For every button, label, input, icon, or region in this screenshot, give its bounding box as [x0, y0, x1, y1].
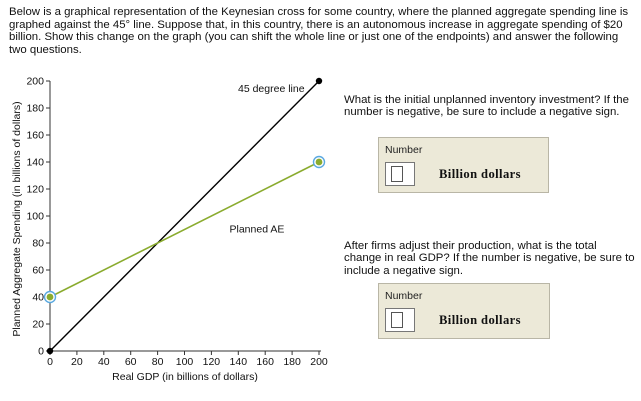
y-tick-label: 140 — [26, 157, 44, 169]
y-tick-label: 80 — [32, 238, 44, 250]
forty-five-line-start-point — [46, 347, 54, 355]
x-tick-label: 80 — [152, 356, 164, 368]
forty-five-degree-line — [49, 80, 320, 352]
x-tick-label: 0 — [47, 356, 53, 368]
question-1-units: Billion dollars — [439, 167, 521, 181]
x-tick-label: 100 — [176, 356, 194, 368]
y-axis-label: Planned Aggregate Spending (in billions … — [11, 101, 23, 336]
keynesian-cross-chart[interactable]: 0 20 40 60 80 100 120 140 160 180 200 0 20 40 60 80 100 1… — [0, 68, 340, 393]
question-1-answer-box: Number Billion dollars — [378, 137, 549, 193]
question-1-text: What is the initial unplanned inventory … — [344, 94, 629, 119]
question-2-text: After firms adjust their production, wha… — [344, 240, 635, 277]
chart-ticks: 0 20 40 60 80 100 120 140 160 180 200 0 20 40 60 80 100 1… — [26, 76, 327, 369]
question-2-field-frame[interactable] — [385, 308, 415, 332]
problem-statement: Below is a graphical representation of t… — [9, 6, 629, 56]
planned-ae-line[interactable] — [49, 161, 320, 298]
y-tick-label: 180 — [26, 103, 44, 115]
question-1-number-input[interactable] — [391, 166, 403, 182]
question-1-field-frame[interactable] — [385, 162, 415, 186]
question-2-number-label: Number — [385, 290, 423, 302]
y-tick-label: 120 — [26, 184, 44, 196]
x-tick-label: 60 — [125, 356, 137, 368]
question-1-number-label: Number — [385, 144, 423, 156]
forty-five-line-label: 45 degree line — [238, 83, 305, 95]
y-tick-label: 200 — [26, 76, 44, 88]
x-tick-label: 120 — [203, 356, 221, 368]
x-axis-label: Real GDP (in billions of dollars) — [112, 371, 258, 383]
forty-five-line-end-point — [315, 77, 323, 85]
planned-ae-label: Planned AE — [230, 224, 285, 236]
y-tick-label: 100 — [26, 211, 44, 223]
question-2-units: Billion dollars — [439, 313, 521, 327]
planned-ae-start-handle-dot[interactable] — [46, 293, 54, 301]
question-2-answer-box: Number Billion dollars — [378, 283, 550, 339]
x-tick-label: 160 — [256, 356, 274, 368]
planned-ae-end-handle-dot[interactable] — [315, 158, 323, 166]
question-2-number-input[interactable] — [391, 312, 403, 328]
x-tick-label: 140 — [230, 356, 248, 368]
y-tick-label: 160 — [26, 130, 44, 142]
x-tick-label: 180 — [283, 356, 301, 368]
x-tick-label: 40 — [98, 356, 110, 368]
chart-series[interactable]: 45 degree line Planned AE — [43, 77, 326, 355]
y-tick-label: 60 — [32, 265, 44, 277]
x-tick-label: 20 — [71, 356, 83, 368]
y-tick-label: 40 — [32, 292, 44, 304]
x-tick-label: 200 — [310, 356, 328, 368]
y-tick-label: 20 — [32, 319, 44, 331]
y-tick-label: 0 — [38, 346, 44, 358]
